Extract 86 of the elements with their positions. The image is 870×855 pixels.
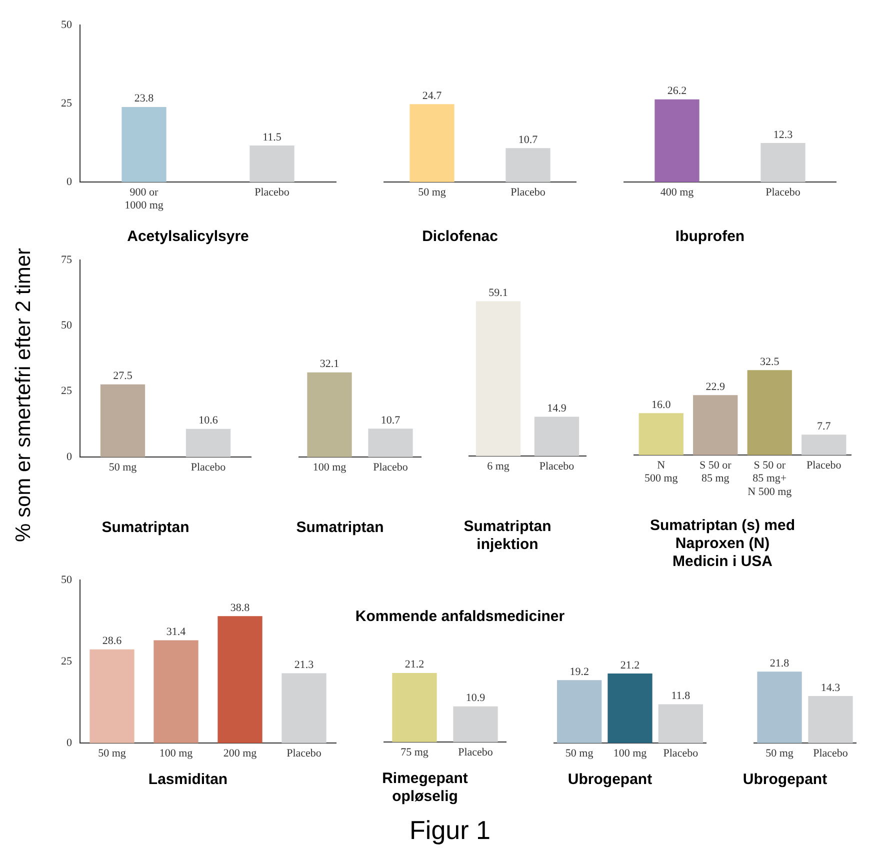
text: Figur 1: [410, 815, 490, 846]
data-label: 10.9: [466, 692, 486, 704]
x-tick-label: 100 mg: [312, 461, 347, 474]
x-tick-label: Placebo: [766, 186, 801, 198]
x-tick-label: 100 mg: [159, 747, 194, 760]
bar: [693, 395, 738, 455]
x-tick-label: Placebo: [806, 459, 842, 472]
y-tick-label: 50: [61, 18, 72, 31]
text: Sumatriptan: [102, 519, 190, 536]
data-label: 10.7: [518, 134, 538, 146]
text: Kommende anfaldsmediciner: [355, 608, 565, 625]
y-tick-label: 0: [66, 736, 72, 749]
text: Diclofenac: [422, 228, 498, 246]
x-tick-label: S 50 or 85 mg+ N 500 mg: [748, 459, 792, 498]
bar: [154, 640, 198, 743]
x-tick-label: Placebo: [539, 460, 575, 472]
data-label: 59.1: [488, 286, 508, 299]
y-tick-label: 25: [61, 97, 72, 110]
text: Sumatriptan (s) med Naproxen (N) Medicin i USA: [650, 517, 796, 570]
data-label: 14.9: [547, 402, 567, 414]
data-label: 12.3: [773, 128, 794, 141]
text: Sumatriptan injektion: [464, 518, 552, 554]
data-label: 31.4: [166, 626, 186, 638]
y-tick-label: 75: [61, 254, 72, 266]
data-label: 28.6: [102, 635, 122, 648]
data-label: 26.2: [667, 85, 687, 98]
text: Ubrogepant: [742, 771, 828, 788]
data-label: 10.6: [198, 414, 218, 427]
x-tick-label: 50 mg: [418, 186, 446, 198]
text: Ubrogepant: [568, 771, 652, 788]
data-label: 19.2: [570, 666, 589, 678]
bar: [638, 413, 684, 455]
x-tick-label: Placebo: [813, 747, 848, 760]
x-tick-label: Placebo: [286, 747, 322, 760]
bar: [90, 649, 134, 743]
x-tick-label: 50 mg: [108, 461, 138, 474]
data-label: 21.8: [770, 657, 790, 670]
x-tick-label: 75 mg: [400, 746, 429, 758]
data-label: 14.3: [820, 682, 841, 694]
data-label: 21.2: [620, 659, 640, 672]
bar: [747, 370, 792, 455]
y-tick-label: 25: [61, 655, 72, 668]
data-label: 16.0: [652, 398, 672, 411]
x-tick-label: Placebo: [254, 186, 290, 198]
x-tick-label: S 50 or 85 mg: [699, 459, 732, 485]
data-label: 38.8: [230, 602, 250, 614]
data-label: 7.7: [817, 420, 832, 432]
data-label: 32.5: [760, 356, 780, 368]
x-tick-label: 50 mg: [766, 747, 794, 760]
data-label: 11.5: [262, 131, 282, 144]
data-label: 27.5: [113, 370, 133, 382]
y-axis-title: % som er smertefri efter 2 timer: [12, 248, 36, 542]
data-label: 22.9: [706, 380, 726, 393]
x-tick-label: Placebo: [190, 461, 226, 474]
data-label: 10.7: [380, 414, 401, 426]
bar: [802, 434, 846, 455]
y-tick-label: 0: [66, 450, 72, 463]
data-label: 21.2: [404, 658, 424, 671]
text: Sumatriptan: [296, 519, 384, 536]
x-tick-label: 50 mg: [98, 747, 126, 760]
x-tick-label: 900 or 1000 mg: [124, 186, 164, 212]
bar: [218, 616, 262, 743]
text: Lasmiditan: [148, 771, 228, 788]
text: Ibuprofen: [675, 228, 745, 246]
x-tick-label: 6 mg: [487, 460, 510, 472]
x-tick-label: Placebo: [663, 747, 699, 760]
y-tick-label: 0: [66, 176, 72, 188]
data-label: 21.3: [294, 658, 314, 671]
y-tick-label: 50: [61, 574, 72, 586]
bar: [282, 673, 326, 743]
data-label: 23.8: [134, 92, 154, 105]
y-tick-label: 50: [61, 320, 72, 332]
y-tick-label: 25: [61, 385, 72, 398]
x-tick-label: 100 mg: [613, 747, 648, 760]
x-tick-label: 200 mg: [223, 747, 258, 760]
x-tick-label: Placebo: [510, 186, 546, 198]
data-label: 11.8: [671, 690, 691, 702]
x-tick-label: 50 mg: [565, 747, 594, 760]
x-tick-label: Placebo: [458, 746, 494, 758]
data-label: 24.7: [422, 90, 442, 102]
x-tick-label: 400 mg: [660, 186, 694, 198]
text: Acetylsalicylsyre: [127, 228, 249, 246]
x-tick-label: N 500 mg: [644, 459, 678, 485]
text: Rimegepant opløselig: [382, 770, 468, 806]
data-label: 32.1: [320, 358, 340, 370]
x-tick-label: Placebo: [373, 461, 408, 474]
